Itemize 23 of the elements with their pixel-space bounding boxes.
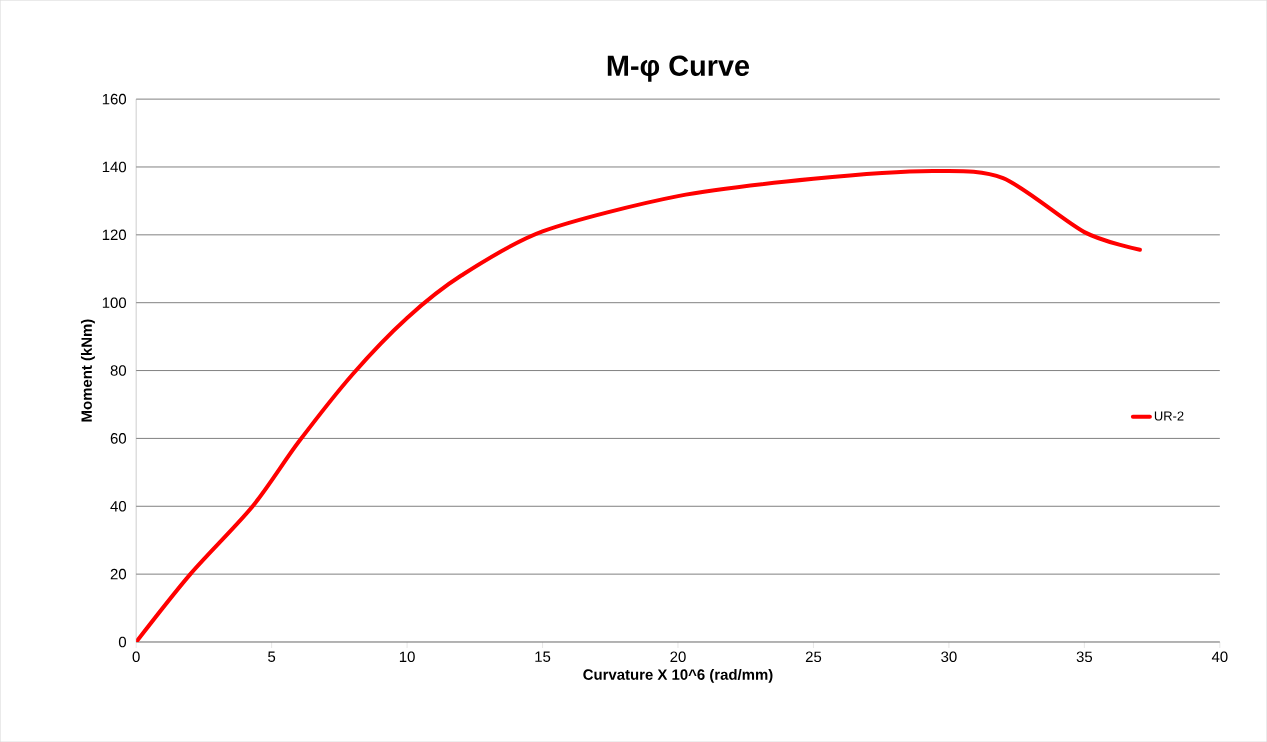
x-tick-label: 0 bbox=[132, 651, 140, 662]
x-tick-label: 20 bbox=[670, 651, 686, 662]
chart-title: M-φ Curve bbox=[607, 55, 750, 82]
y-tick-label: 100 bbox=[102, 297, 127, 308]
x-tick-label: 5 bbox=[268, 651, 276, 662]
x-tick-label: 10 bbox=[399, 651, 415, 662]
y-tick-label: 0 bbox=[118, 636, 127, 648]
legend-label: UR-2 bbox=[1154, 411, 1184, 421]
x-tick-label: 30 bbox=[941, 651, 957, 662]
y-tick-label: 80 bbox=[110, 365, 127, 376]
x-axis-title: Curvature X 10^6 (rad/mm) bbox=[583, 668, 773, 683]
y-tick-label: 40 bbox=[110, 500, 127, 512]
x-tick-label: 15 bbox=[535, 651, 551, 662]
line-series bbox=[136, 168, 1142, 642]
y-tick-label: 160 bbox=[102, 93, 127, 105]
x-tick-label: 40 bbox=[1211, 651, 1228, 662]
y-tick-label: 140 bbox=[102, 161, 127, 173]
x-tick-label: 35 bbox=[1076, 651, 1093, 662]
x-tick-label: 25 bbox=[805, 651, 822, 662]
y-tick-label: 120 bbox=[102, 229, 127, 241]
y-axis-title: Moment (kNm) bbox=[80, 319, 95, 422]
y-tick-label: 60 bbox=[110, 433, 127, 444]
y-tick-label: 20 bbox=[110, 568, 127, 580]
